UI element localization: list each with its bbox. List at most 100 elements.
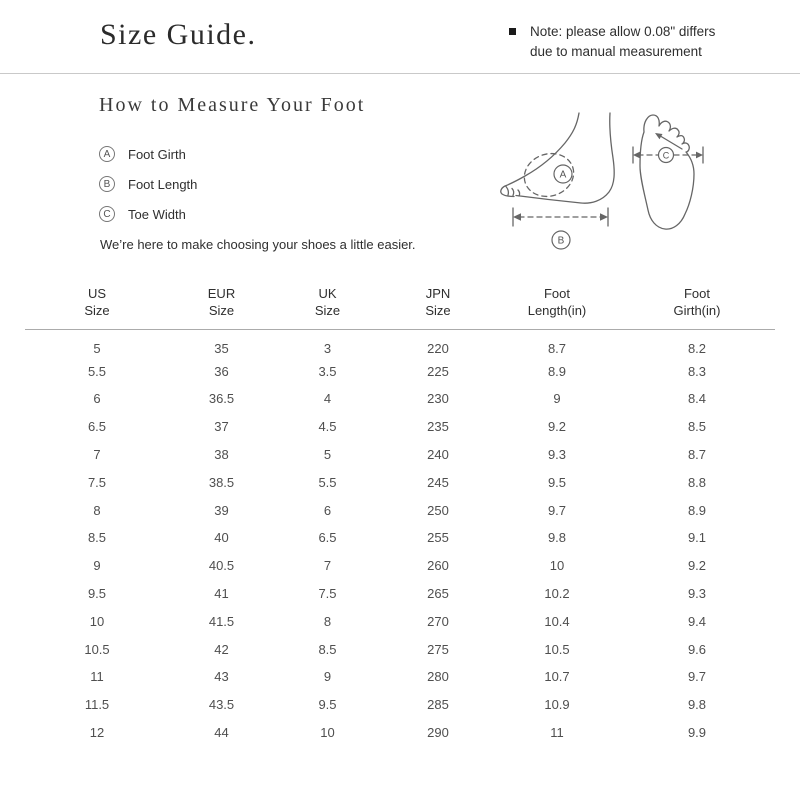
column-header: UK Size: [274, 281, 381, 330]
table-cell: 8.9: [547, 363, 567, 379]
circled-letter-a-icon: A: [99, 146, 115, 162]
square-bullet-icon: [509, 28, 516, 35]
girth-measure-ellipse: [519, 147, 580, 202]
table-cell: 8.7: [687, 447, 707, 463]
column-header: JPN Size: [381, 281, 495, 330]
table-row: 6.5 37 4.5 235 9.2 8.5: [25, 413, 775, 441]
measure-item-label: Foot Length: [128, 176, 198, 192]
table-cell: 8.7: [547, 341, 567, 357]
table-cell: 220: [427, 341, 449, 357]
table-cell: 9: [553, 391, 561, 407]
table-cell: 250: [427, 502, 449, 518]
table-cell: 41: [214, 586, 229, 602]
header-divider: [0, 73, 800, 74]
circled-letter-b-icon: [552, 231, 570, 249]
table-cell: 42: [214, 641, 229, 657]
table-cell: 9.3: [687, 586, 707, 602]
circled-letter-c-icon: C: [99, 206, 115, 222]
measure-section-title: How to Measure Your Foot: [99, 94, 366, 116]
table-cell: 38.5: [208, 474, 235, 490]
table-cell: 43.5: [208, 697, 235, 713]
measure-item-label: Foot Girth: [128, 146, 186, 162]
measure-list: A Foot Girth B Foot Length C Toe Width: [99, 139, 197, 229]
table-cell: 9.5: [547, 474, 567, 490]
table-cell: 255: [427, 530, 449, 546]
table-cell: 6: [323, 502, 332, 518]
table-cell: 10: [549, 558, 565, 574]
table-cell: 9.5: [87, 586, 107, 602]
measure-item-label: Toe Width: [128, 206, 186, 222]
circled-letter-a-icon: [554, 165, 572, 183]
table-cell: 280: [427, 669, 449, 685]
table-cell: 8: [93, 502, 101, 518]
table-row: 10.5 42 8.5 275 10.5 9.6: [25, 635, 775, 663]
toe-crease: [512, 189, 514, 196]
foot-side-diagram: A B: [497, 112, 622, 254]
table-cell: 9.9: [687, 725, 707, 741]
table-cell: 10: [89, 613, 105, 629]
table-cell: 260: [427, 558, 449, 574]
table-row: 7.5 38.5 5.5 245 9.5 8.8: [25, 468, 775, 496]
table-cell: 7.5: [318, 586, 337, 602]
table-row: 5.5 36 3.5 225 8.9 8.3: [25, 357, 775, 385]
table-cell: 8.8: [687, 474, 707, 490]
note-line: Note: please allow 0.08" differs: [530, 24, 716, 39]
table-cell: 44: [214, 725, 229, 741]
table-cell: 10.7: [544, 669, 570, 685]
table-cell: 240: [427, 447, 449, 463]
table-row: 5 35 3 220 8.7 8.2: [25, 330, 775, 358]
table-row: 10 41.5 8 270 10.4 9.4: [25, 607, 775, 635]
table-row: 11.5 43.5 9.5 285 10.9 9.8: [25, 691, 775, 719]
table-cell: 11.5: [84, 697, 110, 713]
foot-heel-outline: [516, 113, 614, 203]
arrow-left-icon: [633, 151, 640, 159]
note-text: Note: please allow 0.08" differs due to …: [530, 22, 715, 62]
table-cell: 8.5: [318, 641, 337, 657]
diagram-letter-a: A: [560, 170, 567, 181]
sole-outline: [640, 115, 694, 229]
table-cell: 9.6: [687, 641, 707, 657]
table-cell: 7: [93, 447, 101, 463]
table-cell: 9.4: [687, 613, 707, 629]
diagram-letter-c: C: [663, 150, 670, 160]
table-cell: 36: [214, 363, 229, 379]
table-row: 9 40.5 7 260 10 9.2: [25, 552, 775, 580]
column-header: Foot Girth(in): [619, 281, 775, 330]
table-cell: 11: [90, 669, 104, 685]
table-cell: 9.8: [687, 697, 707, 713]
table-cell: 36.5: [208, 391, 235, 407]
table-cell: 5: [93, 341, 101, 357]
table-cell: 225: [427, 363, 449, 379]
table-cell: 270: [427, 613, 449, 629]
size-table: US Size EUR Size UK Size JPN Size Foot Length(in)…: [25, 281, 775, 746]
note-line: due to manual measurement: [530, 44, 702, 59]
table-row: 8 39 6 250 9.7 8.9: [25, 496, 775, 524]
table-row: 7 38 5 240 9.3 8.7: [25, 441, 775, 469]
table-cell: 40: [214, 530, 229, 546]
table-cell: 10.5: [544, 641, 570, 657]
table-cell: 40.5: [208, 558, 235, 574]
table-cell: 12: [89, 725, 105, 741]
diagram-letter-b: B: [558, 236, 565, 247]
measure-item-foot-girth: A Foot Girth: [99, 139, 197, 169]
table-cell: 43: [214, 669, 229, 685]
table-cell: 9: [323, 669, 332, 685]
arrow-right-icon: [696, 151, 703, 159]
toe-crease: [506, 187, 508, 196]
measurement-note: Note: please allow 0.08" differs due to …: [509, 22, 739, 62]
table-cell: 9.2: [687, 558, 707, 574]
table-cell: 6: [93, 391, 101, 407]
table-cell: 3: [323, 341, 332, 357]
tagline-text: We’re here to make choosing your shoes a…: [100, 237, 416, 252]
table-cell: 10.5: [84, 641, 110, 657]
table-row: 6 36.5 4 230 9 8.4: [25, 385, 775, 413]
foot-sole-diagram: C: [626, 108, 711, 238]
table-row: 11 43 9 280 10.7 9.7: [25, 663, 775, 691]
table-cell: 230: [427, 391, 449, 407]
table-cell: 10: [320, 725, 335, 741]
toe-crease: [518, 190, 520, 196]
table-cell: 9.7: [687, 669, 707, 685]
table-cell: 35: [214, 341, 229, 357]
column-header: US Size: [25, 281, 169, 330]
table-cell: 5: [323, 447, 332, 463]
